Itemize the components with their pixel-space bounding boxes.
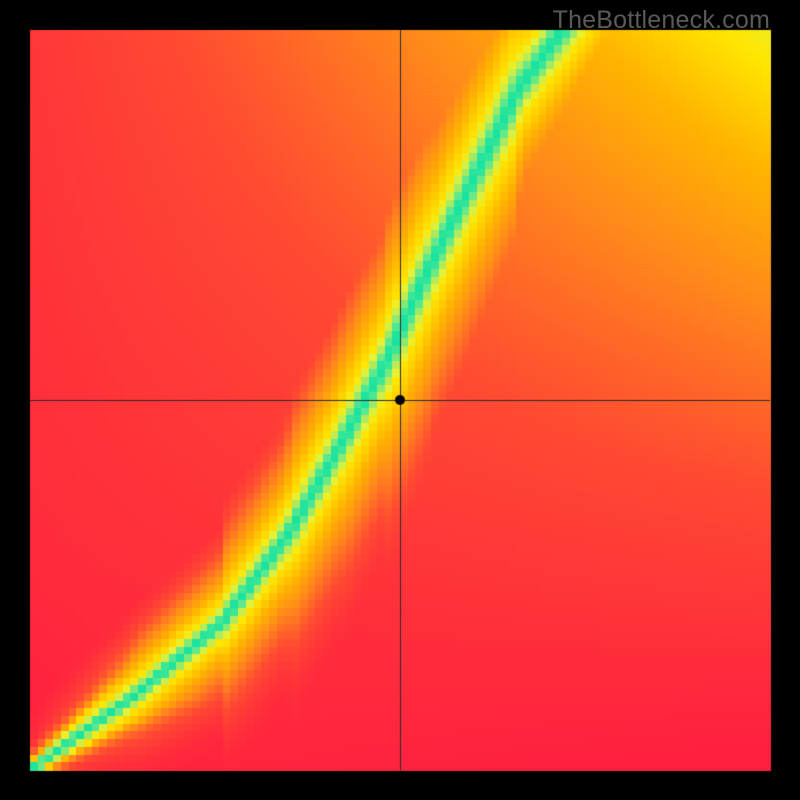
bottleneck-heatmap (0, 0, 800, 800)
chart-root: { "watermark": { "text": "TheBottleneck.… (0, 0, 800, 800)
